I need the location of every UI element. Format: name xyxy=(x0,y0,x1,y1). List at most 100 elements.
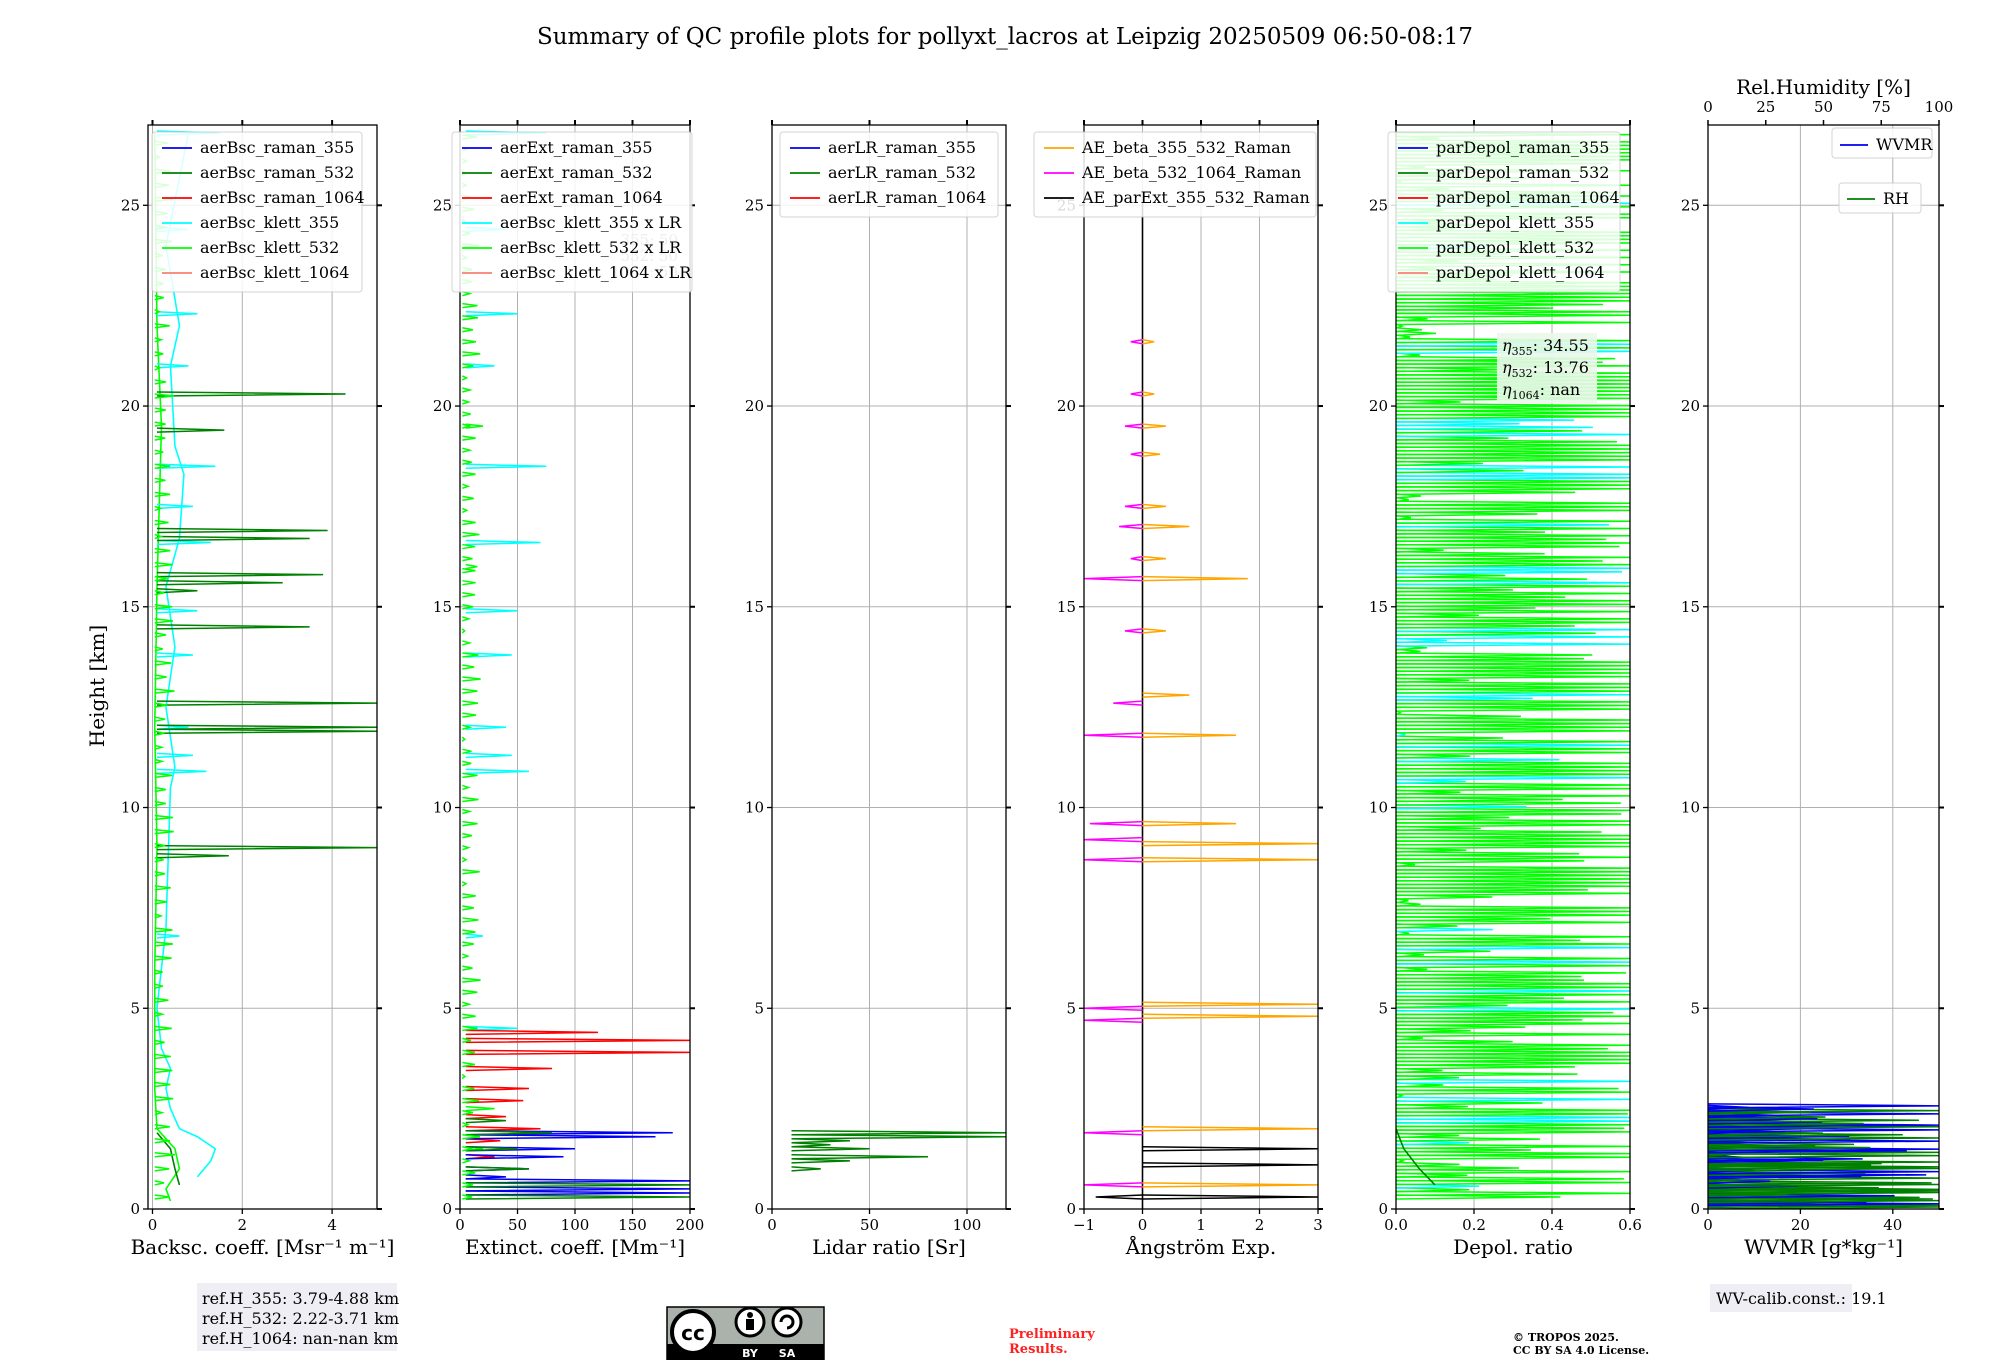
legend-entry: parDepol_klett_1064 xyxy=(1436,263,1605,282)
texture-klett-532 xyxy=(154,379,167,385)
y-tick-label: 10 xyxy=(433,799,452,817)
spike-ae-355-532 xyxy=(1142,575,1248,582)
spike-ext-355 xyxy=(465,1129,673,1136)
x-axis-label: Depol. ratio xyxy=(1453,1235,1573,1259)
x-tick-label: 2 xyxy=(1255,1216,1265,1234)
x-tick-label: 2 xyxy=(238,1216,248,1234)
legend-entry: parDepol_raman_1064 xyxy=(1436,188,1620,207)
spike-ae-parext xyxy=(1142,1146,1318,1152)
spike-klett-532 xyxy=(465,1105,495,1112)
spike-ae-355-532 xyxy=(1142,423,1166,429)
texture-depol xyxy=(1396,377,1630,384)
texture-wvmr xyxy=(1708,1194,1920,1201)
y-tick-label: 25 xyxy=(433,196,452,214)
spike-ae-532-1064 xyxy=(1124,503,1143,510)
texture-depol xyxy=(1396,1089,1630,1095)
texture-depol xyxy=(1396,1136,1540,1142)
spike-ext-1064 xyxy=(465,1029,599,1036)
texture-depol xyxy=(1396,1085,1619,1092)
eta-355: η355: 34.55 xyxy=(1502,336,1589,358)
texture-depol xyxy=(1396,843,1630,850)
texture-depol xyxy=(1396,540,1630,546)
spike-lr-532 xyxy=(791,1158,851,1164)
texture-klett-532 xyxy=(462,1146,473,1152)
texture-klett-532 xyxy=(462,917,479,923)
y-tick-label: 10 xyxy=(1369,799,1388,817)
texture-depol xyxy=(1396,659,1630,665)
texture-wvmr xyxy=(1708,1143,1816,1149)
spike-ae-355-532 xyxy=(1142,840,1318,847)
texture-klett-532 xyxy=(462,724,473,730)
x-axis-label: Backsc. coeff. [Msr⁻¹ m⁻¹] xyxy=(131,1235,395,1259)
texture-depol xyxy=(1396,749,1630,756)
texture-depol xyxy=(1396,1031,1630,1038)
texture-wvmr xyxy=(1708,1123,1939,1130)
texture-depol xyxy=(1396,355,1616,362)
texture-klett-532 xyxy=(154,491,171,498)
copyright-line-1: © TROPOS 2025. xyxy=(1513,1331,1619,1344)
texture-depol xyxy=(1396,363,1630,369)
texture-klett-532 xyxy=(154,1067,173,1074)
legend-box xyxy=(1838,182,1922,214)
y-tick-label: 0 xyxy=(1378,1200,1388,1218)
texture-klett-532 xyxy=(154,885,171,891)
eta-1064: η1064: nan xyxy=(1502,380,1580,402)
series-group xyxy=(153,130,377,1202)
texture-depol xyxy=(1396,558,1603,564)
legend: aerBsc_raman_355 aerBsc_raman_532 aerBsc_r… xyxy=(151,131,365,293)
texture-depol xyxy=(1396,601,1630,608)
texture-depol xyxy=(1396,955,1630,962)
x-tick-label: 150 xyxy=(618,1216,647,1234)
texture-depol xyxy=(1396,854,1630,861)
spike-ae-355-532 xyxy=(1142,692,1190,698)
y-tick-label: 5 xyxy=(1690,999,1700,1017)
texture-klett-532 xyxy=(462,471,476,478)
texture-klett-532 xyxy=(154,1180,165,1186)
texture-depol xyxy=(1396,478,1630,485)
texture-klett-532 xyxy=(462,1049,476,1056)
spike-ae-532-1064 xyxy=(1084,1017,1143,1024)
texture-depol xyxy=(1396,579,1630,586)
legend: WVMR RH xyxy=(1831,127,1933,214)
texture-depol xyxy=(1396,1190,1630,1197)
legend-entry: aerBsc_raman_532 xyxy=(200,163,354,182)
texture-klett-532 xyxy=(154,674,167,680)
y-tick-label: 20 xyxy=(1057,397,1076,415)
texture-depol xyxy=(1396,908,1630,915)
texture-klett-532 xyxy=(462,399,472,405)
spike-ae-355-532 xyxy=(1142,391,1155,397)
x-tick-label: 100 xyxy=(561,1216,590,1234)
legend-box xyxy=(1033,131,1317,218)
legend-entry: aerLR_raman_1064 xyxy=(828,188,986,207)
x-tick-label: −1 xyxy=(1073,1216,1095,1234)
legend-entry: parDepol_raman_532 xyxy=(1436,163,1609,182)
texture-klett-532 xyxy=(154,969,163,975)
texture-depol xyxy=(1396,536,1607,543)
texture-klett-532 xyxy=(154,660,172,666)
texture-depol xyxy=(1396,901,1421,908)
axes-frame xyxy=(771,124,1007,1210)
texture-depol xyxy=(1396,926,1493,933)
spike-ae-parext xyxy=(1142,1194,1318,1200)
texture-depol xyxy=(1396,373,1630,380)
series-aerBsc_raman_532 xyxy=(156,1132,181,1186)
texture-klett-532 xyxy=(154,575,168,582)
texture-klett-532 xyxy=(462,844,471,851)
texture-depol xyxy=(1396,384,1630,391)
texture-depol xyxy=(1396,1053,1630,1059)
spike-klett-355 xyxy=(465,768,530,775)
texture-depol xyxy=(1396,442,1630,449)
svg-text:cc: cc xyxy=(681,1321,705,1345)
texture-depol xyxy=(1396,767,1630,774)
texture-klett-532 xyxy=(462,929,476,935)
texture-depol xyxy=(1396,655,1584,662)
spike-ae-532-1064 xyxy=(1130,391,1143,397)
legend: aerLR_raman_355 aerLR_raman_532 aerLR_rama… xyxy=(779,131,999,218)
texture-klett-532 xyxy=(462,1121,471,1128)
texture-depol xyxy=(1396,410,1630,416)
texture-depol xyxy=(1396,1165,1520,1171)
texture-depol xyxy=(1396,370,1630,376)
y-tick-label: 5 xyxy=(1066,999,1076,1017)
